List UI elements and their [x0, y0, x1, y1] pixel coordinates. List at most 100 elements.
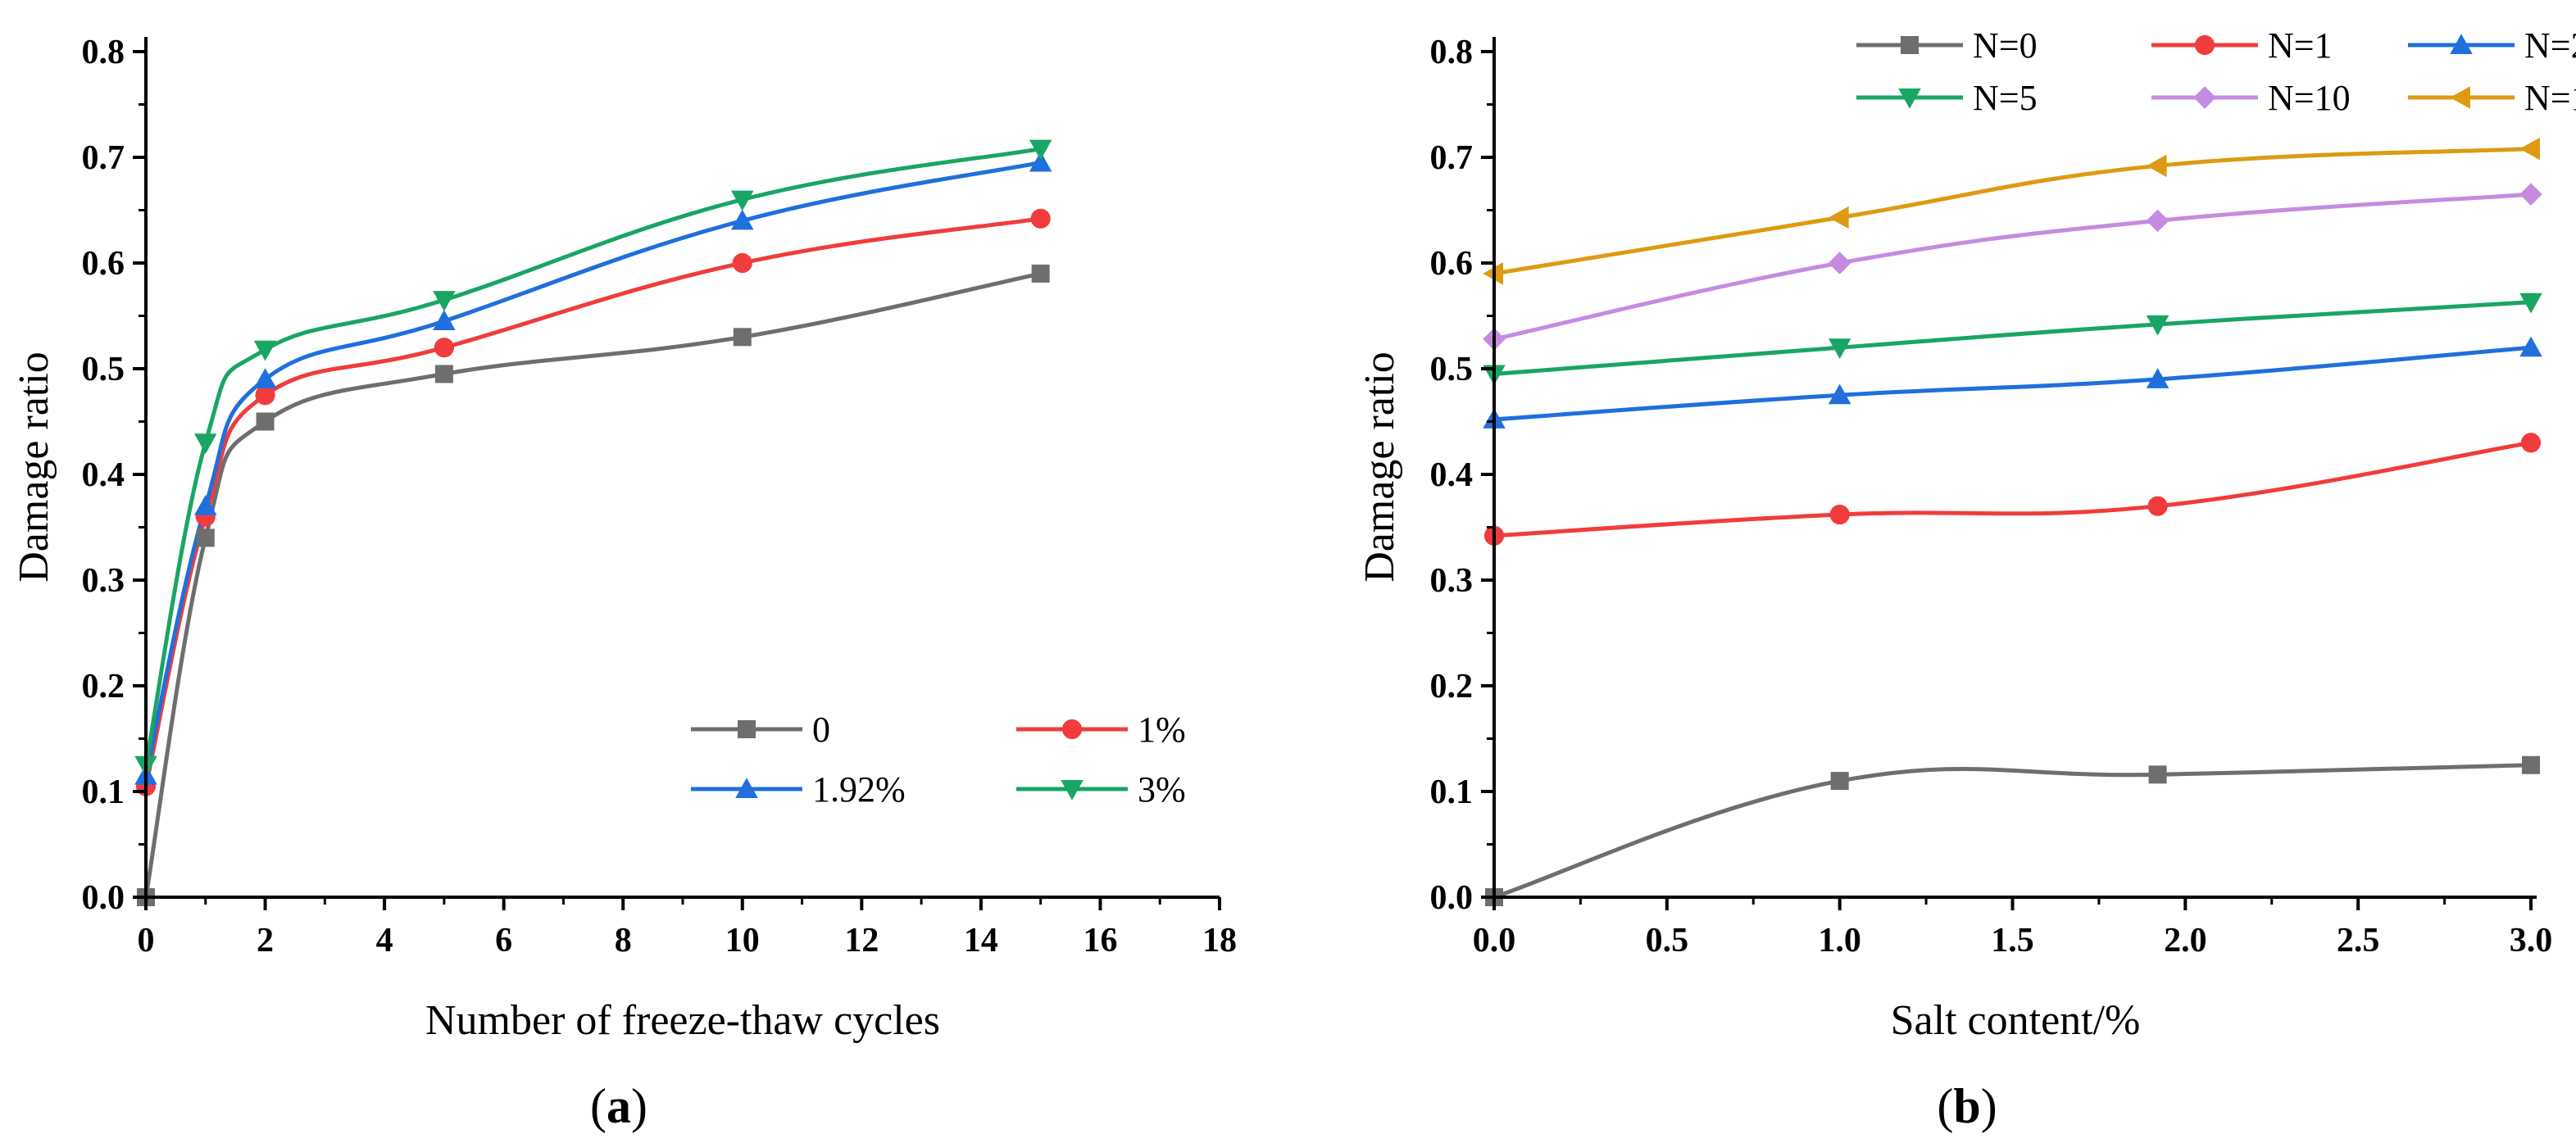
panel-a-legend: 0 1% 1.92% 3%	[691, 710, 1186, 810]
legend-label-n-5: N=5	[1973, 78, 2038, 118]
panel-b-y-axis-title: Damage ratio	[1356, 352, 1403, 583]
data-point-n-15-2	[2146, 154, 2167, 178]
data-point-1pct-5	[1030, 208, 1051, 229]
y-tick-label: 0.6	[82, 245, 125, 283]
data-point-1_92pct-5	[1029, 151, 1052, 172]
y-tick-label: 0.3	[1430, 562, 1474, 600]
legend-marker-n-5	[1898, 88, 1921, 109]
panel-b: 0.0 0.5 1.0 1.5 2.0 2.5 3.0 0.0 0.1 0.2 0.3 0.4 0.5 0…	[1356, 25, 2576, 1133]
data-point-n-10-1	[1828, 252, 1851, 274]
y-tick-label: 0.5	[82, 351, 125, 388]
y-tick-label: 0.5	[1430, 351, 1474, 388]
data-point-1pct-2	[255, 385, 275, 406]
y-tick-label: 0.8	[82, 34, 125, 71]
legend-marker-n-2	[2450, 34, 2473, 54]
data-point-3pct-1	[194, 433, 217, 455]
legend-label-1_92pct: 1.92%	[812, 769, 906, 810]
legend-marker-n-0	[1901, 36, 1919, 54]
data-point-1_92pct-3	[433, 310, 456, 330]
legend-marker-n-10	[2193, 86, 2216, 109]
y-tick-label: 0.1	[82, 773, 125, 811]
panel-a-curves	[143, 147, 1042, 898]
panel-a-ticks: 0 2 4 6 8 10 12 14 16 18 0.0 0.1 0.2 0.3 0.4 0.5 0.6 0.7 0…	[82, 34, 1238, 959]
data-point-n-5-1	[1828, 338, 1851, 359]
panel-a-markers	[134, 139, 1052, 906]
y-tick-label: 0.8	[1430, 34, 1474, 71]
y-tick-label: 0.0	[1430, 879, 1474, 917]
x-tick-label: 14	[964, 922, 998, 959]
panel-b-markers	[1483, 137, 2542, 906]
data-point-n-0-2	[2148, 765, 2167, 784]
data-point-n-2-3	[2519, 336, 2542, 357]
data-point-0-2	[256, 412, 275, 431]
data-point-1_92pct-2	[253, 368, 277, 388]
series-line-n-0	[1493, 763, 2532, 900]
legend-label-3pct: 3%	[1138, 769, 1186, 810]
x-tick-label: 0.5	[1646, 922, 1689, 959]
data-point-n-1-2	[2147, 496, 2168, 516]
panel-a-x-axis-title: Number of freeze-thaw cycles	[425, 997, 940, 1044]
panel-a: 0 2 4 6 8 10 12 14 16 18 0.0 0.1 0.2 0.3 0.4 0.5 0.6 0.7 0…	[11, 34, 1237, 1133]
panel-b-curves	[1493, 147, 2532, 900]
series-line-n-1	[1493, 440, 2532, 538]
legend-label-n-10: N=10	[2268, 78, 2351, 118]
series-line-1pct	[143, 216, 1042, 787]
data-point-3pct-4	[731, 190, 754, 211]
data-point-n-2-2	[2146, 368, 2169, 388]
x-tick-label: 10	[725, 922, 760, 959]
data-point-0-4	[733, 328, 752, 347]
series-line-n-10	[1493, 192, 2532, 342]
data-point-n-5-3	[2519, 293, 2542, 314]
data-point-n-5-2	[2146, 315, 2169, 336]
series-line-n-2	[1493, 345, 2532, 422]
data-point-n-15-1	[1828, 206, 1849, 229]
data-point-n-10-2	[2146, 209, 2169, 233]
data-point-n-0-1	[1830, 772, 1849, 791]
y-tick-label: 0.7	[1430, 139, 1474, 177]
y-tick-label: 0.1	[1430, 773, 1474, 811]
data-point-0-1	[196, 528, 215, 547]
series-line-1_92pct	[143, 160, 1042, 777]
legend-label-n-2: N=2	[2524, 25, 2576, 66]
data-point-1_92pct-4	[731, 209, 754, 230]
data-point-0-3	[434, 365, 453, 383]
legend-marker-n-15	[2450, 86, 2470, 109]
legend-label-n-15: N=15	[2524, 78, 2576, 118]
y-tick-label: 0.4	[82, 456, 125, 494]
x-tick-label: 1.0	[1818, 922, 1861, 959]
series-line-0	[143, 271, 1042, 898]
x-tick-label: 0.0	[1473, 922, 1516, 959]
data-point-1pct-4	[732, 252, 752, 274]
data-point-1_92pct-1	[194, 494, 217, 515]
panel-a-y-axis-title: Damage ratio	[11, 352, 57, 583]
data-point-n-1-1	[1829, 504, 1850, 525]
legend-marker-1_92pct	[735, 778, 758, 798]
y-tick-label: 0.4	[1430, 456, 1474, 494]
series-line-n-5	[1493, 300, 2532, 376]
panel-b-ticks: 0.0 0.5 1.0 1.5 2.0 2.5 3.0 0.0 0.1 0.2 0.3 0.4 0.5 0…	[1430, 34, 2553, 959]
legend-marker-1pct	[1061, 719, 1083, 740]
data-point-3pct-2	[253, 340, 277, 361]
x-tick-label: 4	[376, 922, 393, 959]
x-tick-label: 16	[1083, 922, 1117, 959]
x-tick-label: 2.0	[2164, 922, 2207, 959]
x-tick-label: 2.5	[2337, 922, 2380, 959]
y-tick-label: 0.7	[82, 139, 125, 177]
panel-a-label: (a)	[590, 1079, 647, 1133]
legend-label-n-1: N=1	[2268, 25, 2333, 66]
y-tick-label: 0.3	[82, 562, 125, 600]
x-tick-label: 0	[138, 922, 155, 959]
data-point-3pct-3	[433, 291, 456, 311]
legend-label-1pct: 1%	[1138, 710, 1186, 750]
y-tick-label: 0.0	[82, 879, 125, 917]
legend-marker-0	[738, 720, 756, 738]
x-tick-label: 18	[1202, 922, 1237, 959]
data-point-n-10-3	[2519, 183, 2542, 206]
legend-marker-n-1	[2194, 34, 2215, 56]
x-tick-label: 2	[257, 922, 274, 959]
y-tick-label: 0.2	[82, 668, 125, 705]
panel-b-label: (b)	[1937, 1079, 1997, 1133]
data-point-n-0-3	[2522, 755, 2540, 774]
x-tick-label: 3.0	[2510, 922, 2553, 959]
